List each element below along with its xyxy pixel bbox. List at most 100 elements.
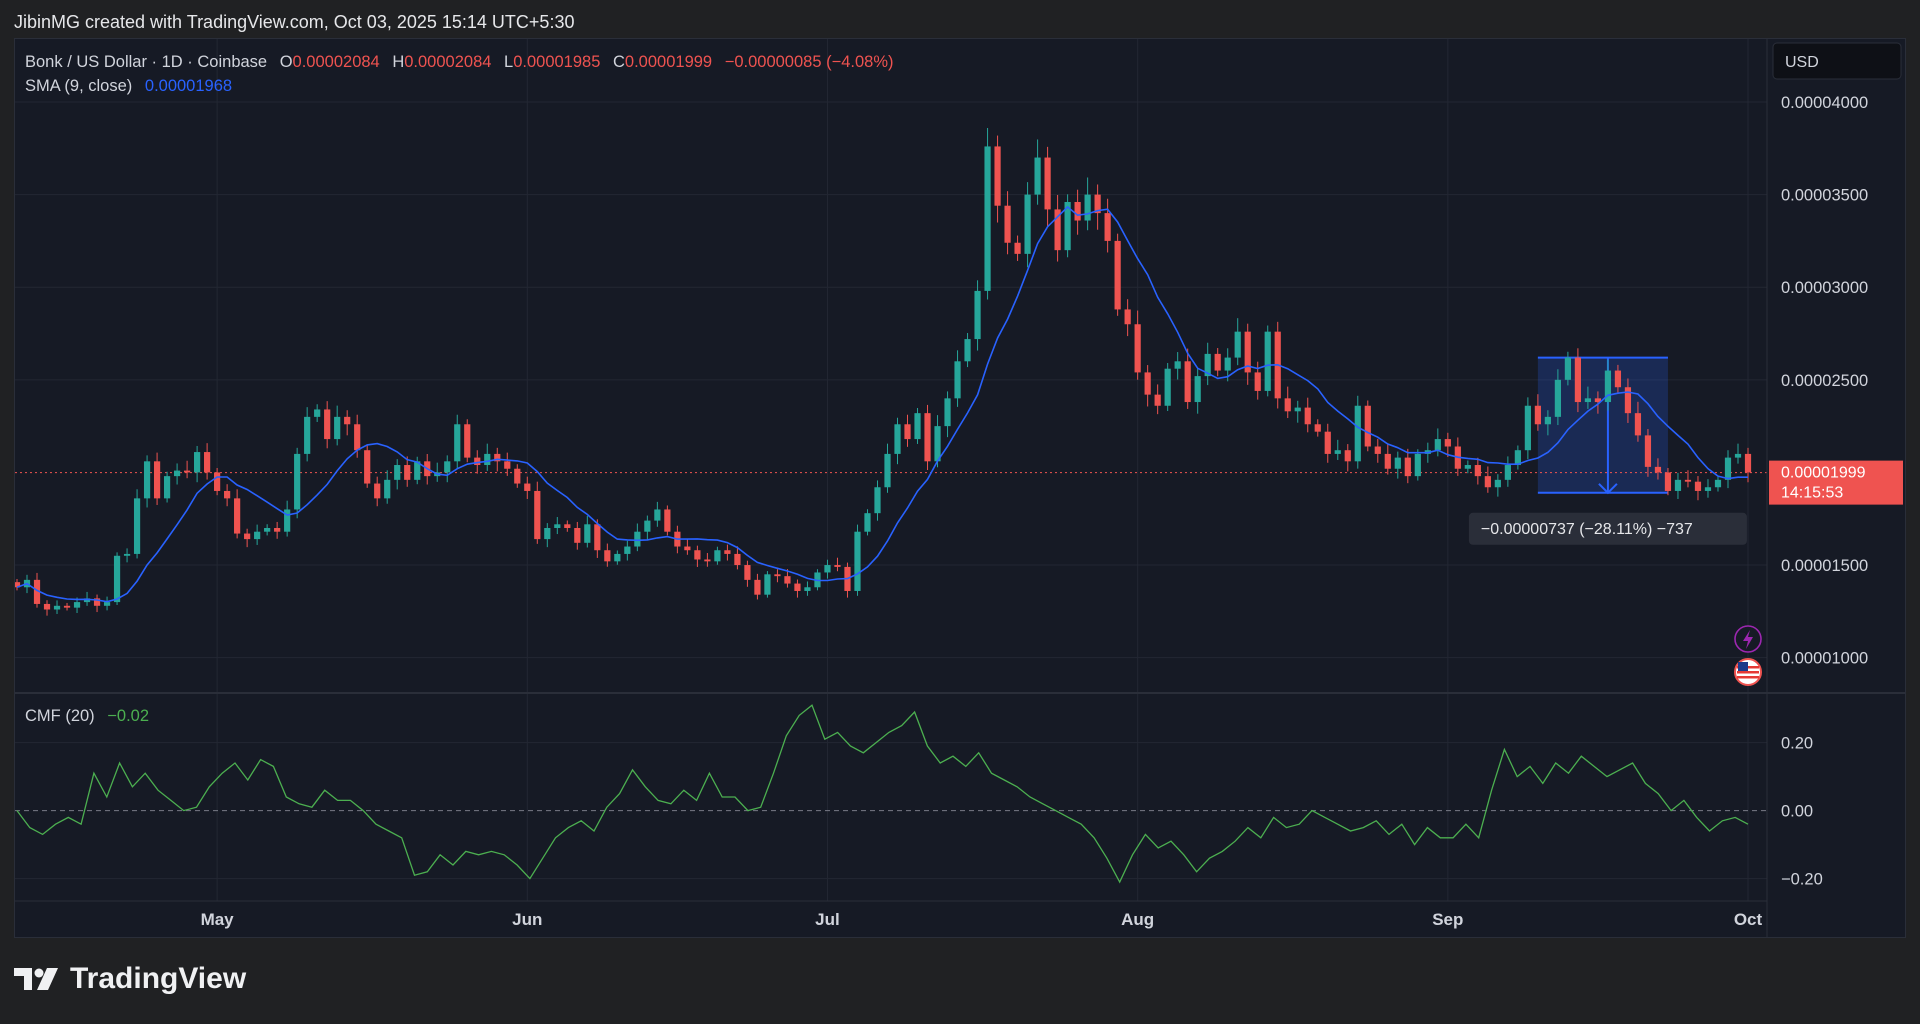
candle-body	[1374, 446, 1381, 454]
candle-body	[1534, 405, 1541, 425]
open-label: O	[280, 53, 293, 71]
candle-body	[524, 483, 531, 491]
candle-body	[1164, 368, 1171, 406]
candle-body	[564, 524, 571, 528]
candle-body	[1314, 424, 1321, 432]
sma-legend-value: 0.00001968	[145, 77, 232, 95]
candle-body	[1624, 387, 1632, 414]
time-tick-label: Jun	[512, 910, 542, 929]
time-tick-label: Jul	[815, 910, 840, 929]
candle-body	[53, 605, 61, 610]
candle-body	[1734, 453, 1742, 458]
candle-body	[163, 476, 171, 499]
candle-body	[1124, 309, 1131, 325]
high-value: 0.00002084	[404, 53, 491, 71]
candle-body	[724, 550, 731, 554]
candle-body	[63, 605, 71, 608]
candle-body	[574, 528, 581, 543]
candle-body	[1394, 457, 1401, 469]
candle-body	[1644, 435, 1652, 467]
time-tick-label: Aug	[1121, 910, 1154, 929]
candle-body	[113, 555, 121, 603]
candle-body	[1484, 476, 1491, 488]
candle-body	[15, 582, 21, 588]
us-flag-icon[interactable]	[1734, 658, 1762, 686]
candle-body	[694, 550, 701, 560]
candle-body	[484, 453, 491, 466]
time-axis[interactable]: May Jun Jul Aug Sep Oct	[201, 910, 1763, 929]
candle-body	[794, 583, 801, 591]
candle-body	[514, 468, 521, 484]
candle-body	[1584, 398, 1592, 403]
last-price-value: 0.00001999	[1781, 465, 1866, 482]
candle-body	[1384, 453, 1391, 469]
measure-box[interactable]	[1537, 356, 1668, 495]
candle-body	[1284, 398, 1291, 412]
candle-body	[214, 472, 221, 491]
grid-lines	[15, 39, 1767, 901]
bar-countdown: 14:15:53	[1781, 485, 1843, 502]
candle-body	[1434, 439, 1441, 451]
candle-body	[294, 453, 301, 510]
price-chart[interactable]: 0.00004000 0.00003500 0.00003000 0.00002500…	[15, 39, 1905, 937]
candle-body	[123, 553, 131, 556]
price-tick-label: 0.00004000	[1781, 94, 1868, 112]
candle-body	[534, 490, 541, 540]
candle-body	[1544, 416, 1551, 425]
cmf-legend-label: CMF (20)	[25, 707, 95, 725]
candle-body	[1084, 194, 1091, 221]
candle-body	[1664, 472, 1672, 491]
candle-body	[974, 290, 981, 340]
candle-body	[854, 531, 861, 591]
cmf-axis[interactable]: 0.20 0.00 −0.20	[1781, 735, 1823, 889]
candle-body	[1104, 213, 1111, 241]
price-tick-label: 0.00002500	[1781, 372, 1868, 390]
candle-body	[1214, 353, 1221, 371]
candle-body	[894, 424, 901, 454]
candle-body	[1144, 372, 1151, 395]
candle-body	[394, 465, 401, 480]
candle-body	[1704, 487, 1712, 491]
candle-body	[1354, 405, 1361, 462]
candle-body	[1064, 202, 1071, 251]
candle-body	[1574, 357, 1582, 403]
candle-body	[314, 409, 321, 417]
candle-body	[73, 602, 81, 608]
candle-body	[1224, 357, 1231, 371]
time-tick-label: May	[201, 910, 235, 929]
svg-text:Bonk / US Dollar · 1D · Coinba: Bonk / US Dollar · 1D · Coinbase O0.0000…	[25, 53, 894, 71]
candle-body	[1204, 353, 1211, 377]
candle-body	[1714, 479, 1722, 488]
candle-body	[1114, 240, 1121, 310]
candle-body	[784, 576, 791, 584]
candle-body	[1684, 479, 1692, 482]
candle-body	[1044, 157, 1051, 210]
candle-body	[384, 479, 391, 499]
candle-body	[1094, 194, 1101, 214]
candle-body	[804, 587, 811, 591]
candle-body	[1324, 431, 1331, 454]
close-value: 0.00001999	[625, 53, 712, 71]
time-tick-label: Oct	[1734, 910, 1763, 929]
open-value: 0.00002084	[293, 53, 380, 71]
candle-body	[1654, 466, 1662, 473]
chart-frame[interactable]: 0.00004000 0.00003500 0.00003000 0.00002500…	[14, 38, 1906, 938]
tradingview-logo[interactable]: TradingView	[14, 962, 246, 996]
candle-body	[1074, 202, 1081, 221]
sma-line	[16, 205, 1748, 603]
candle-body	[504, 461, 511, 469]
candle-body	[714, 550, 721, 562]
candle-body	[1694, 481, 1702, 491]
svg-text:CMF (20) −0.02: CMF (20) −0.02	[25, 707, 149, 725]
currency-button[interactable]	[1772, 42, 1902, 80]
lightning-icon[interactable]	[1734, 625, 1762, 653]
candle-body	[1304, 407, 1311, 425]
candle-body	[1474, 465, 1481, 477]
candle-body	[43, 603, 51, 610]
candle-body	[664, 509, 671, 532]
price-axis[interactable]: 0.00004000 0.00003500 0.00003000 0.00002500…	[1781, 94, 1868, 668]
candle-body	[93, 598, 101, 606]
candle-body	[304, 416, 311, 454]
candle-body	[594, 524, 601, 551]
candle-body	[1744, 453, 1752, 473]
